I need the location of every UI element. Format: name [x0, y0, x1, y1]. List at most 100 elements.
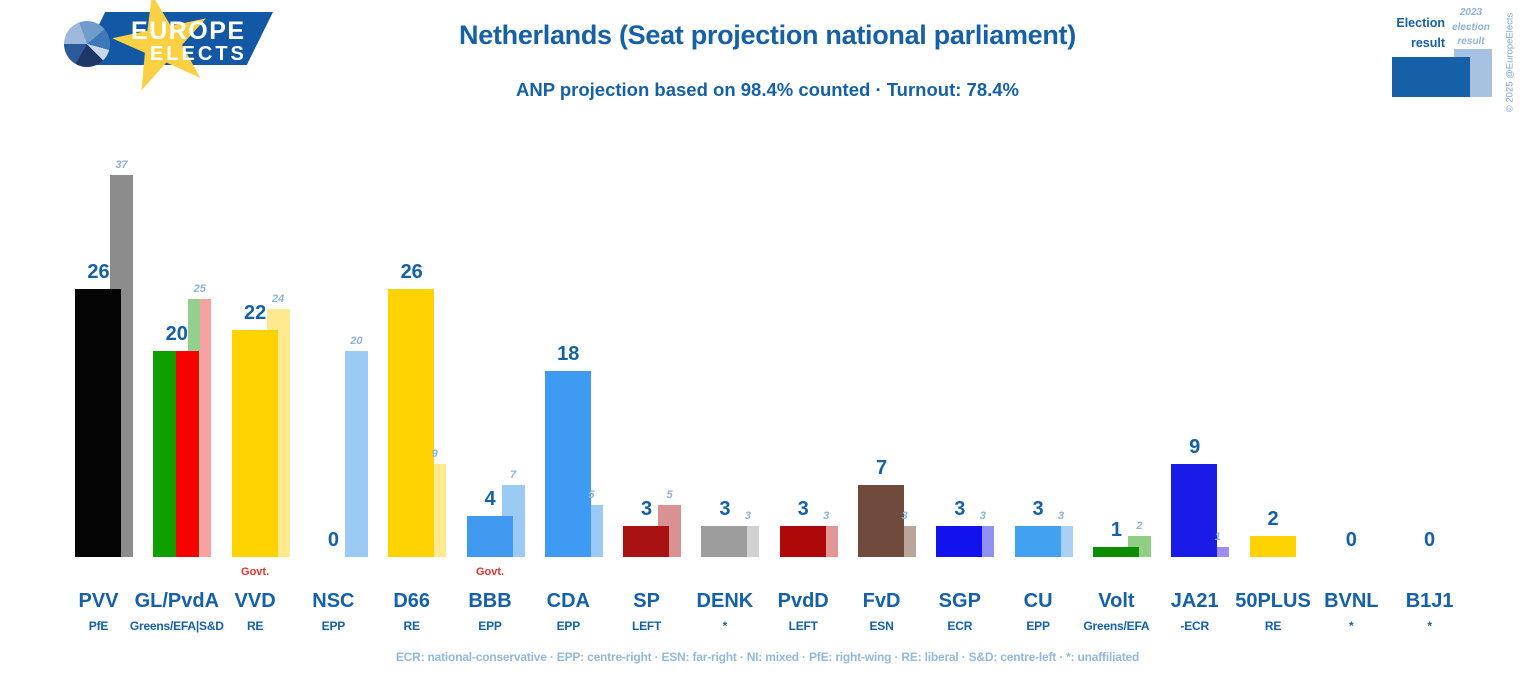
party-group-label: EPP	[1026, 619, 1050, 633]
bar-current-projection	[231, 330, 278, 557]
bar-slice	[936, 526, 983, 557]
previous-value-label: 5	[666, 489, 673, 501]
previous-value-label: 7	[509, 469, 517, 481]
bar-slice	[1171, 464, 1218, 557]
bar-slice	[779, 526, 826, 557]
party-name-label: D66	[393, 590, 431, 612]
bar-slice	[75, 289, 121, 557]
party-name-label: GL/PvdA	[134, 590, 220, 612]
current-value-label: 9	[1189, 436, 1201, 458]
party-name-label: CDA	[546, 590, 590, 612]
previous-value-label: 3	[901, 510, 908, 522]
legend-swatch-current	[1392, 57, 1470, 97]
bar-current-projection	[858, 485, 904, 557]
current-value-label: 20	[165, 323, 188, 345]
bar-slice	[153, 351, 177, 557]
current-value-label: 26	[87, 261, 110, 283]
previous-value-label: 9	[431, 448, 438, 460]
current-value-label: 26	[400, 261, 423, 283]
current-value-label: 3	[719, 498, 731, 520]
previous-value-label: 1	[1214, 531, 1221, 543]
party-name-label: BVNL	[1324, 590, 1379, 612]
bar-slice	[1206, 547, 1230, 557]
current-value-label: 3	[1032, 498, 1044, 520]
bar-slice	[388, 289, 435, 557]
party-name-label: CU	[1023, 590, 1053, 612]
party-name-label: JA21	[1170, 590, 1219, 612]
current-value-label: 18	[557, 343, 580, 365]
party-group-label: EPP	[321, 619, 346, 633]
bar-current-projection	[153, 351, 200, 557]
legend-previous-line3: result	[1457, 36, 1485, 47]
previous-value-label: 3	[823, 510, 830, 522]
party-name-label: FvD	[862, 590, 901, 612]
bar-slice	[231, 330, 278, 557]
party-group-label: *	[1427, 619, 1432, 633]
bar-slice	[176, 351, 200, 557]
current-value-label: 4	[484, 488, 496, 510]
party-name-label: SGP	[938, 590, 981, 612]
party-group-label: -ECR	[1180, 619, 1209, 633]
previous-value-label: 24	[271, 293, 285, 305]
bar-slice	[199, 299, 212, 557]
bar-slice	[623, 526, 670, 557]
bar-slice	[466, 516, 513, 557]
previous-value-label: 2	[1136, 520, 1143, 532]
current-value-label: 3	[797, 498, 809, 520]
party-name-label: Volt	[1098, 590, 1135, 612]
bar-current-projection	[1249, 536, 1296, 557]
party-name-label: SP	[633, 590, 660, 612]
current-value-label: 0	[1424, 529, 1436, 551]
party-group-label: EPP	[478, 619, 502, 633]
bar-current-projection	[1171, 464, 1218, 557]
current-value-label: 0	[327, 529, 339, 551]
party-group-label: RE	[246, 619, 264, 633]
current-value-label: 0	[1345, 529, 1357, 551]
party-group-label: *	[1349, 619, 1354, 633]
bar-current-projection	[701, 526, 748, 557]
bar-current-projection	[1014, 526, 1061, 557]
page-title: Netherlands (Seat projection national pa…	[459, 20, 1076, 50]
party-group-label: LEFT	[631, 619, 662, 633]
previous-value-label: 5	[588, 489, 595, 501]
bar-current-projection	[544, 371, 591, 557]
party-name-label: BBB	[468, 590, 512, 612]
legend-current-label: Election result	[1396, 16, 1445, 50]
party-name-label: PVV	[78, 590, 119, 612]
bar-current-projection	[623, 526, 670, 557]
previous-value-label: 20	[350, 335, 363, 347]
legend-previous-label: 2023 election result	[1446, 6, 1496, 50]
group-abbreviation-key: ECR: national-conservative · EPP: centre…	[395, 650, 1140, 664]
bar-previous-result	[1206, 547, 1230, 557]
party-name-label: 50PLUS	[1235, 590, 1311, 612]
party-group-label: PfE	[88, 619, 109, 633]
party-group-label: LEFT	[788, 619, 818, 633]
party-name-label: PvdD	[777, 590, 829, 612]
party-group-label: Greens/EFA	[1083, 619, 1150, 633]
party-group-label: ECR	[947, 619, 973, 633]
bar-slice	[1249, 536, 1296, 557]
party-name-label: B1J1	[1405, 590, 1454, 612]
bar-current-projection	[1092, 547, 1139, 557]
bar-current-projection	[779, 526, 826, 557]
party-group-label: ESN	[869, 619, 894, 633]
previous-value-label: 3	[979, 510, 986, 522]
brand-line2: ELECTS	[150, 43, 247, 65]
brand-line1: EUROPE	[131, 17, 246, 45]
pie-chart-icon	[64, 21, 110, 67]
previous-value-label: 3	[744, 510, 751, 522]
bar-current-projection	[466, 516, 513, 557]
legend-previous-line1: 2023	[1459, 7, 1483, 18]
europe-elects-logo: EUROPE ELECTS	[0, 0, 300, 91]
previous-value-label: 3	[1058, 510, 1065, 522]
bar-current-projection	[75, 289, 121, 557]
current-value-label: 22	[243, 302, 267, 324]
party-group-label: RE	[1264, 619, 1282, 633]
current-value-label: 1	[1110, 519, 1122, 541]
party-name-label: DENK	[696, 590, 754, 612]
current-value-label: 3	[641, 498, 653, 520]
govt-label: Govt.	[241, 566, 270, 578]
bar-current-projection	[388, 289, 435, 557]
